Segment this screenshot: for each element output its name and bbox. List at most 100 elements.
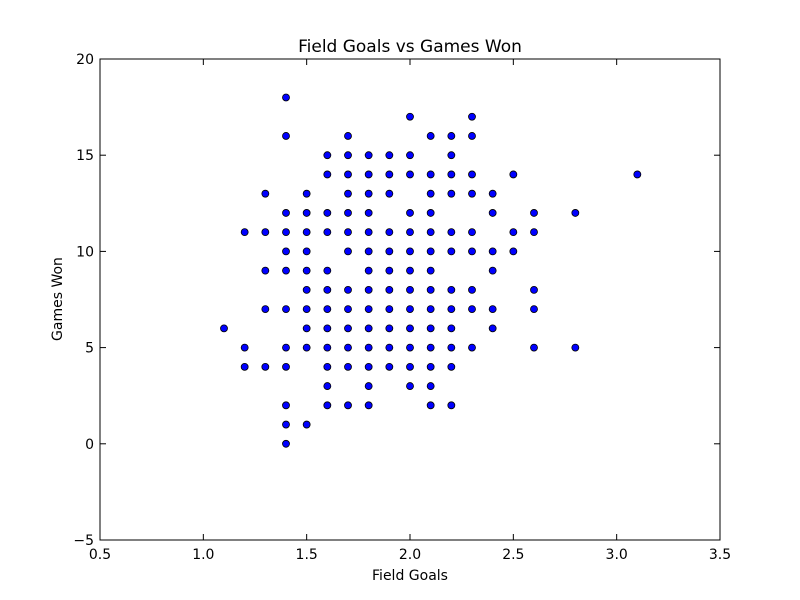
x-tick-label: 1.0 bbox=[192, 547, 214, 563]
data-point bbox=[323, 266, 332, 275]
data-point bbox=[406, 151, 414, 160]
y-tick-label: 20 bbox=[76, 52, 94, 68]
data-point bbox=[447, 324, 456, 333]
x-tick-label: 1.5 bbox=[296, 547, 318, 563]
data-point bbox=[344, 305, 352, 314]
data-point bbox=[488, 266, 497, 275]
data-point bbox=[364, 228, 373, 237]
data-point bbox=[364, 343, 373, 352]
data-point bbox=[468, 305, 476, 314]
data-point bbox=[302, 209, 311, 217]
data-point bbox=[385, 324, 394, 333]
data-point bbox=[323, 228, 332, 237]
x-tick-label: 0.5 bbox=[89, 547, 111, 563]
data-point bbox=[364, 247, 373, 256]
data-point bbox=[323, 362, 332, 371]
data-point bbox=[447, 189, 456, 198]
data-point bbox=[261, 189, 270, 198]
data-point bbox=[364, 209, 373, 217]
data-point bbox=[530, 209, 538, 217]
data-point bbox=[447, 247, 456, 256]
data-point bbox=[385, 170, 394, 179]
data-point bbox=[344, 189, 352, 198]
y-axis-label: Games Won bbox=[50, 257, 66, 341]
data-point bbox=[426, 401, 435, 410]
data-point bbox=[447, 151, 456, 160]
data-point bbox=[323, 324, 332, 333]
data-point bbox=[344, 324, 352, 333]
data-point bbox=[364, 266, 373, 275]
data-point bbox=[323, 209, 332, 217]
data-point bbox=[571, 343, 580, 352]
data-point bbox=[530, 285, 538, 294]
data-point bbox=[302, 228, 311, 237]
data-point bbox=[488, 209, 497, 217]
data-point bbox=[385, 228, 394, 237]
data-point bbox=[488, 189, 497, 198]
data-point bbox=[344, 151, 352, 160]
data-point bbox=[240, 362, 249, 371]
data-point bbox=[468, 285, 476, 294]
data-point bbox=[426, 170, 435, 179]
data-point bbox=[385, 266, 394, 275]
data-point bbox=[282, 439, 290, 448]
data-point bbox=[571, 209, 580, 217]
data-point bbox=[364, 324, 373, 333]
data-point bbox=[302, 324, 311, 333]
data-point bbox=[261, 266, 270, 275]
data-point bbox=[426, 132, 435, 140]
data-point bbox=[323, 343, 332, 352]
data-point bbox=[282, 209, 290, 217]
data-point bbox=[426, 189, 435, 198]
data-point bbox=[426, 247, 435, 256]
x-tick-label: 2.5 bbox=[502, 547, 524, 563]
data-point bbox=[385, 285, 394, 294]
data-point bbox=[468, 189, 476, 198]
data-point bbox=[364, 362, 373, 371]
data-point bbox=[240, 228, 249, 237]
x-tick-label: 3.0 bbox=[606, 547, 628, 563]
data-point bbox=[406, 266, 414, 275]
data-point bbox=[344, 132, 352, 140]
data-point bbox=[468, 247, 476, 256]
data-point bbox=[488, 247, 497, 256]
data-point bbox=[302, 305, 311, 314]
y-tick-label: 15 bbox=[76, 148, 94, 164]
data-point bbox=[282, 401, 290, 410]
data-point bbox=[364, 151, 373, 160]
data-point bbox=[385, 362, 394, 371]
data-point bbox=[261, 305, 270, 314]
data-point bbox=[426, 382, 435, 390]
data-point bbox=[530, 305, 538, 314]
data-point bbox=[406, 112, 414, 121]
data-point bbox=[406, 324, 414, 333]
data-point bbox=[344, 401, 352, 410]
data-points bbox=[220, 93, 642, 448]
data-point bbox=[302, 420, 311, 429]
data-point bbox=[282, 247, 290, 256]
data-point bbox=[282, 266, 290, 275]
data-point bbox=[364, 382, 373, 390]
data-point bbox=[364, 189, 373, 198]
data-point bbox=[426, 343, 435, 352]
data-point bbox=[509, 228, 518, 237]
data-point bbox=[220, 324, 228, 333]
data-point bbox=[282, 132, 290, 140]
data-point bbox=[488, 324, 497, 333]
data-point bbox=[302, 266, 311, 275]
x-axis-label: Field Goals bbox=[372, 568, 448, 584]
data-point bbox=[344, 285, 352, 294]
x-tick-label: 2.0 bbox=[399, 547, 421, 563]
data-point bbox=[344, 170, 352, 179]
data-point bbox=[364, 401, 373, 410]
data-point bbox=[406, 343, 414, 352]
data-point bbox=[282, 228, 290, 237]
data-point bbox=[282, 93, 290, 102]
data-point bbox=[447, 401, 456, 410]
data-point bbox=[344, 362, 352, 371]
data-point bbox=[364, 170, 373, 179]
data-point bbox=[447, 132, 456, 140]
data-point bbox=[509, 247, 518, 256]
